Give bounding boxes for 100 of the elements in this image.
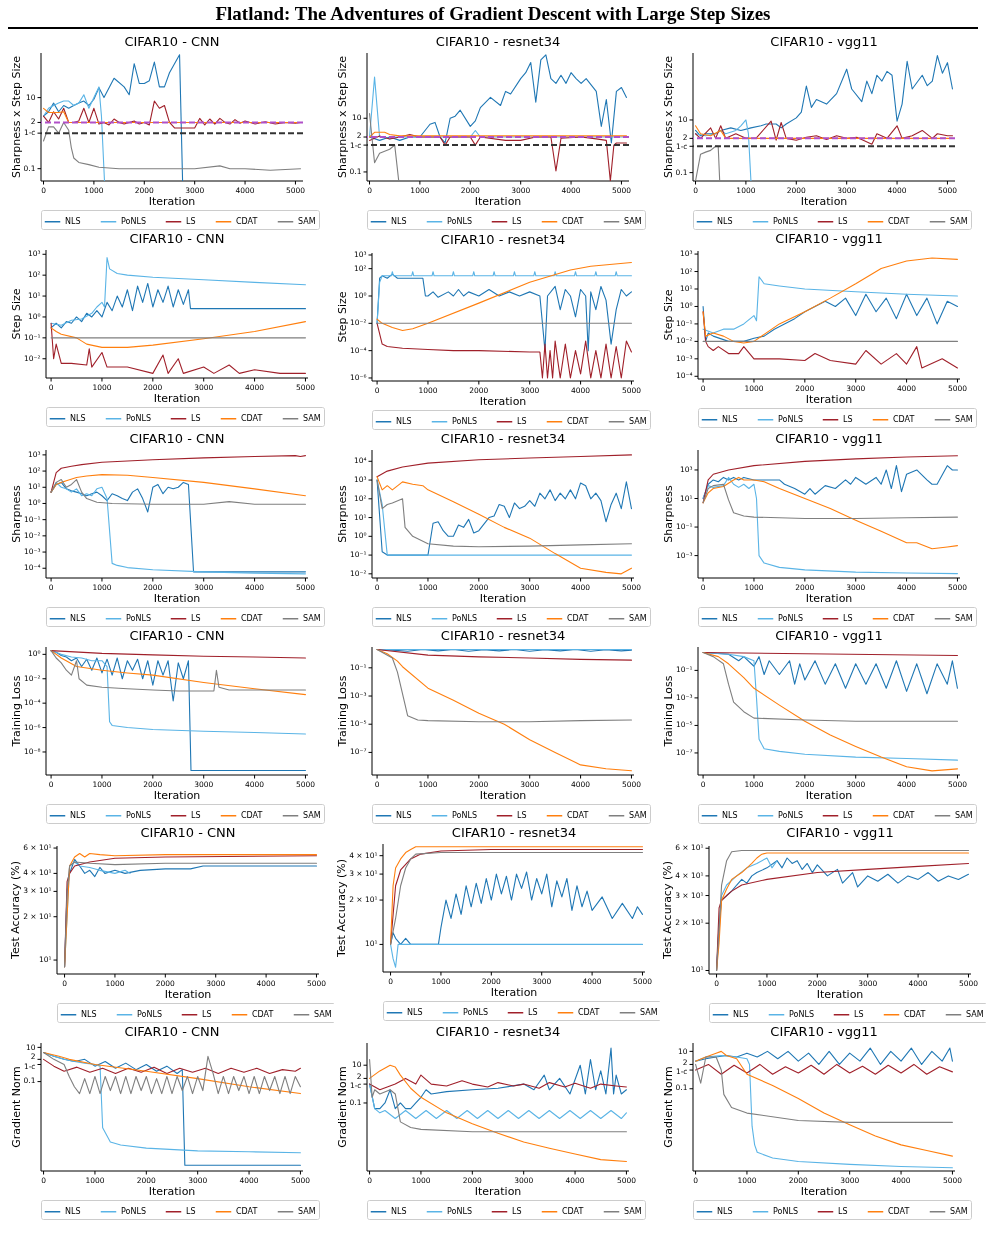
legend-label: LS (838, 1206, 848, 1216)
x-axis-title: Iteration (153, 789, 201, 802)
legend-label: CDAT (241, 613, 263, 623)
legend-label: LS (517, 810, 527, 820)
legend-label: PoNLS (778, 613, 803, 623)
y-axis-title: Test Accuracy (%) (9, 861, 23, 960)
legend-label: CDAT (893, 613, 915, 623)
chart-title: CIFAR10 - resnet34 (451, 825, 577, 840)
chart-title: CIFAR10 - vgg11 (770, 34, 878, 49)
text: Flatland: The Adventures of Gradient Descent with Large Step Sizes (214, 3, 772, 25)
y-axis-title: Step Size (335, 291, 349, 343)
legend-label: LS (202, 1009, 212, 1019)
x-axis-title: Iteration (474, 195, 522, 208)
legend-label: LS (843, 613, 853, 623)
legend-label: SAM (955, 810, 973, 820)
legend-label: PoNLS (137, 1009, 162, 1019)
x-axis-title: Iteration (474, 1185, 522, 1198)
x-axis-title: Iteration (479, 789, 527, 802)
legend-label: PoNLS (121, 1206, 146, 1216)
chart-title: CIFAR10 - resnet34 (435, 1024, 561, 1039)
legend-label: NLS (70, 613, 86, 623)
legend-label: LS (191, 810, 201, 820)
legend-label: PoNLS (463, 1007, 488, 1017)
y-axis-title: Gradient Norm (9, 1066, 23, 1148)
legend-label: SAM (955, 414, 973, 424)
chart-title: CIFAR10 - CNN (129, 231, 225, 246)
legend-label: NLS (733, 1009, 749, 1019)
y-axis-title: Sharpness (9, 485, 23, 543)
legend-label: NLS (81, 1009, 97, 1019)
legend-label: SAM (629, 416, 647, 426)
legend-label: CDAT (893, 414, 915, 424)
legend-label: NLS (722, 613, 738, 623)
legend-label: SAM (629, 810, 647, 820)
chart-title: CIFAR10 - resnet34 (440, 628, 566, 643)
x-axis-title: Iteration (153, 392, 201, 405)
y-axis-title: Step Size (9, 288, 23, 340)
x-axis-title: Iteration (153, 592, 201, 605)
legend-label: CDAT (888, 216, 910, 226)
legend-label: CDAT (241, 810, 263, 820)
chart-title: CIFAR10 - CNN (129, 628, 225, 643)
legend-label: PoNLS (452, 810, 477, 820)
legend-label: LS (843, 810, 853, 820)
legend-label: SAM (640, 1007, 658, 1017)
legend-label: NLS (396, 613, 412, 623)
x-axis-title: Iteration (479, 592, 527, 605)
legend-label: NLS (70, 413, 86, 423)
chart-title: CIFAR10 - vgg11 (775, 231, 883, 247)
legend-label: LS (517, 613, 527, 623)
legend-label: NLS (396, 416, 412, 426)
x-axis-title: Iteration (800, 1185, 848, 1198)
legend-label: CDAT (904, 1009, 926, 1019)
legend-label: PoNLS (773, 1206, 798, 1216)
y-axis-title: Test Accuracy (%) (335, 859, 349, 958)
x-axis-title: Iteration (490, 986, 538, 999)
legend-label: NLS (65, 1206, 81, 1216)
legend-label: LS (528, 1007, 538, 1017)
legend-label: LS (838, 216, 848, 226)
legend-label: PoNLS (447, 216, 472, 226)
x-axis-title: Iteration (805, 789, 853, 802)
legend-label: NLS (407, 1007, 423, 1017)
x-axis-title: Iteration (148, 195, 196, 208)
y-axis-title: Training Loss (335, 675, 349, 748)
legend-label: SAM (298, 216, 316, 226)
x-axis-title: Iteration (805, 393, 853, 406)
legend-label: SAM (314, 1009, 332, 1019)
legend-label: SAM (298, 1206, 316, 1216)
legend-label: LS (186, 216, 196, 226)
y-axis-title: Training Loss (9, 675, 23, 748)
legend-label: LS (512, 216, 522, 226)
legend-label: SAM (950, 1206, 968, 1216)
x-axis-title: Iteration (164, 988, 212, 1001)
legend-label: PoNLS (778, 810, 803, 820)
legend-label: SAM (629, 613, 647, 623)
chart-title: CIFAR10 - resnet34 (440, 232, 566, 247)
legend-label: SAM (955, 613, 973, 623)
chart-title: CIFAR10 - vgg11 (775, 628, 883, 643)
chart-title: CIFAR10 - CNN (124, 1024, 220, 1039)
y-axis-title: Sharpness x Step Size (335, 55, 349, 179)
chart-title: CIFAR10 - CNN (140, 825, 236, 841)
chart-title: CIFAR10 - CNN (129, 431, 225, 446)
legend-label: CDAT (562, 216, 584, 226)
legend-label: NLS (391, 1206, 407, 1216)
chart-title: CIFAR10 - vgg11 (786, 825, 894, 841)
legend-label: SAM (303, 810, 321, 820)
legend-label: LS (186, 1206, 196, 1216)
legend-label: CDAT (893, 810, 915, 820)
legend-label: CDAT (567, 810, 589, 820)
legend-label: SAM (624, 216, 642, 226)
y-axis-title: Sharpness (335, 485, 349, 543)
y-axis-title: Step Size (661, 289, 675, 341)
legend-label: CDAT (252, 1009, 274, 1019)
y-axis-title: Test Accuracy (%) (661, 861, 675, 960)
chart-title: CIFAR10 - resnet34 (440, 431, 566, 446)
legend-label: PoNLS (126, 810, 151, 820)
legend-label: PoNLS (121, 216, 146, 226)
legend-label: LS (191, 413, 201, 423)
legend-label: SAM (966, 1009, 984, 1019)
legend-label: SAM (303, 413, 321, 423)
legend-label: NLS (70, 810, 86, 820)
y-axis-title: Training Loss (661, 675, 675, 748)
